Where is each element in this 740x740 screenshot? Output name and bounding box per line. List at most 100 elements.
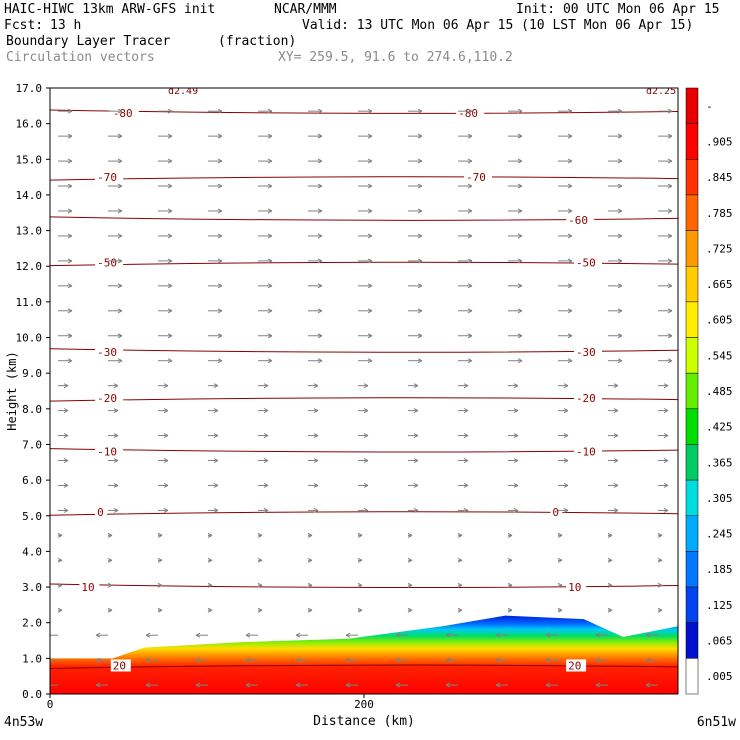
- vector-arrow: [608, 507, 619, 513]
- vector-head: [163, 383, 169, 389]
- vector-arrow: [645, 657, 658, 663]
- vector-arrow: [458, 383, 469, 389]
- vector-arrow: [358, 208, 373, 214]
- vector-arrow: [95, 657, 108, 663]
- vector-head: [213, 383, 219, 389]
- vector-head: [267, 108, 273, 114]
- vector-head: [157, 582, 163, 588]
- vector-arrow: [108, 458, 119, 463]
- vector-arrow: [508, 433, 519, 439]
- vector-head: [117, 183, 123, 189]
- vector-head: [417, 308, 423, 314]
- y-tick-label: 9.0: [22, 367, 42, 380]
- colorbar-swatch: [685, 87, 699, 124]
- vector-head: [457, 607, 463, 613]
- vector-arrow: [658, 108, 673, 114]
- vector-arrow: [358, 433, 369, 439]
- colorbar-swatch: [685, 622, 699, 659]
- vector-arrow: [208, 283, 223, 289]
- colorbar-label: .425: [706, 421, 733, 434]
- colorbar-label: .485: [706, 385, 733, 398]
- vector-arrow: [107, 607, 113, 613]
- vector-arrow: [258, 383, 269, 389]
- colorbar-label: .785: [706, 207, 733, 220]
- colorbar-swatch: [685, 444, 699, 481]
- vector-head: [357, 557, 363, 563]
- vector-arrow: [645, 682, 658, 688]
- vector-head: [513, 483, 519, 488]
- contour-label-bg: [566, 213, 595, 226]
- vector-arrow: [508, 208, 523, 214]
- x-axis-label: Distance (km): [313, 714, 415, 729]
- vector-head: [413, 507, 419, 513]
- vector-head: [95, 632, 101, 638]
- vector-arrow: [207, 532, 213, 538]
- vector-head: [645, 657, 651, 663]
- vector-arrow: [408, 158, 423, 164]
- vector-head: [645, 682, 651, 688]
- vector-arrow: [157, 607, 163, 613]
- vector-head: [317, 333, 323, 339]
- vector-arrow: [508, 458, 519, 463]
- vector-head: [367, 233, 373, 239]
- vector-head: [317, 133, 323, 139]
- vector-head: [317, 233, 323, 239]
- vector-arrow: [258, 483, 269, 488]
- vector-arrow: [158, 408, 169, 414]
- vector-arrow: [608, 383, 619, 389]
- vector-head: [367, 258, 373, 264]
- vector-head: [467, 258, 473, 264]
- vector-head: [313, 507, 319, 513]
- vector-arrow: [158, 333, 173, 339]
- vector-head: [363, 507, 369, 513]
- vector-arrow: [50, 658, 58, 663]
- vector-arrow: [608, 133, 623, 139]
- vector-arrow: [458, 358, 473, 364]
- colorbar-swatch: [685, 265, 699, 303]
- vector-head: [57, 582, 63, 588]
- vector-arrow: [508, 258, 523, 264]
- vector-head: [267, 258, 273, 264]
- vector-arrow: [108, 133, 123, 139]
- colorbar-label: .725: [706, 242, 733, 255]
- colorbar-label: .125: [706, 599, 733, 612]
- vector-arrow: [158, 158, 173, 164]
- vector-head: [617, 183, 623, 189]
- vector-arrow: [58, 183, 73, 189]
- vector-head: [50, 683, 51, 688]
- vector-head: [617, 258, 623, 264]
- contour-label: -60: [568, 214, 588, 227]
- colorbar-label: .545: [706, 349, 733, 362]
- contour-label-bg: [464, 171, 493, 184]
- vector-head: [467, 358, 473, 364]
- vector-arrow: [407, 582, 413, 588]
- vector-arrow: [458, 408, 469, 414]
- vector-head: [163, 483, 169, 488]
- vector-arrow: [358, 133, 373, 139]
- y-tick-label: 3.0: [22, 581, 42, 594]
- vector-arrow: [295, 657, 308, 663]
- vector-arrow: [457, 582, 463, 588]
- vector-arrow: [58, 133, 73, 139]
- colorbar: - .905 .845 .785 .725 .665 .605 .545 .485 .425 .36…: [685, 87, 733, 695]
- vector-arrow: [158, 483, 169, 488]
- vector-arrow: [295, 682, 308, 688]
- vector-head: [495, 682, 501, 688]
- vector-arrow: [258, 333, 273, 339]
- vector-head: [457, 532, 463, 538]
- vector-head: [663, 408, 669, 414]
- y-tick-label: 11.0: [16, 296, 43, 309]
- vector-head: [57, 557, 63, 563]
- vector-head: [457, 582, 463, 588]
- vector-arrow: [258, 458, 269, 463]
- vector-head: [617, 358, 623, 364]
- circulation-vectors: [50, 108, 673, 688]
- vector-head: [257, 532, 263, 538]
- vector-arrow: [407, 532, 413, 538]
- vector-head: [213, 507, 219, 513]
- vector-arrow: [408, 108, 423, 114]
- vector-arrow: [108, 483, 119, 488]
- vector-head: [667, 133, 673, 139]
- vector-head: [317, 183, 323, 189]
- contour-label-bg: [456, 106, 485, 119]
